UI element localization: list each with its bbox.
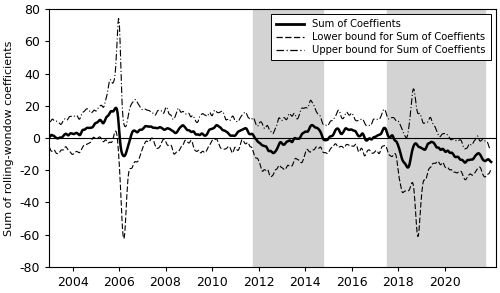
Bar bbox=[386, 9, 486, 267]
Y-axis label: Sum of rolling-wondow coefficients: Sum of rolling-wondow coefficients bbox=[4, 40, 14, 236]
Bar bbox=[253, 9, 322, 267]
Legend: Sum of Coeffients, Lower bound for Sum of Coeffients, Upper bound for Sum of Coe: Sum of Coeffients, Lower bound for Sum o… bbox=[272, 14, 491, 60]
